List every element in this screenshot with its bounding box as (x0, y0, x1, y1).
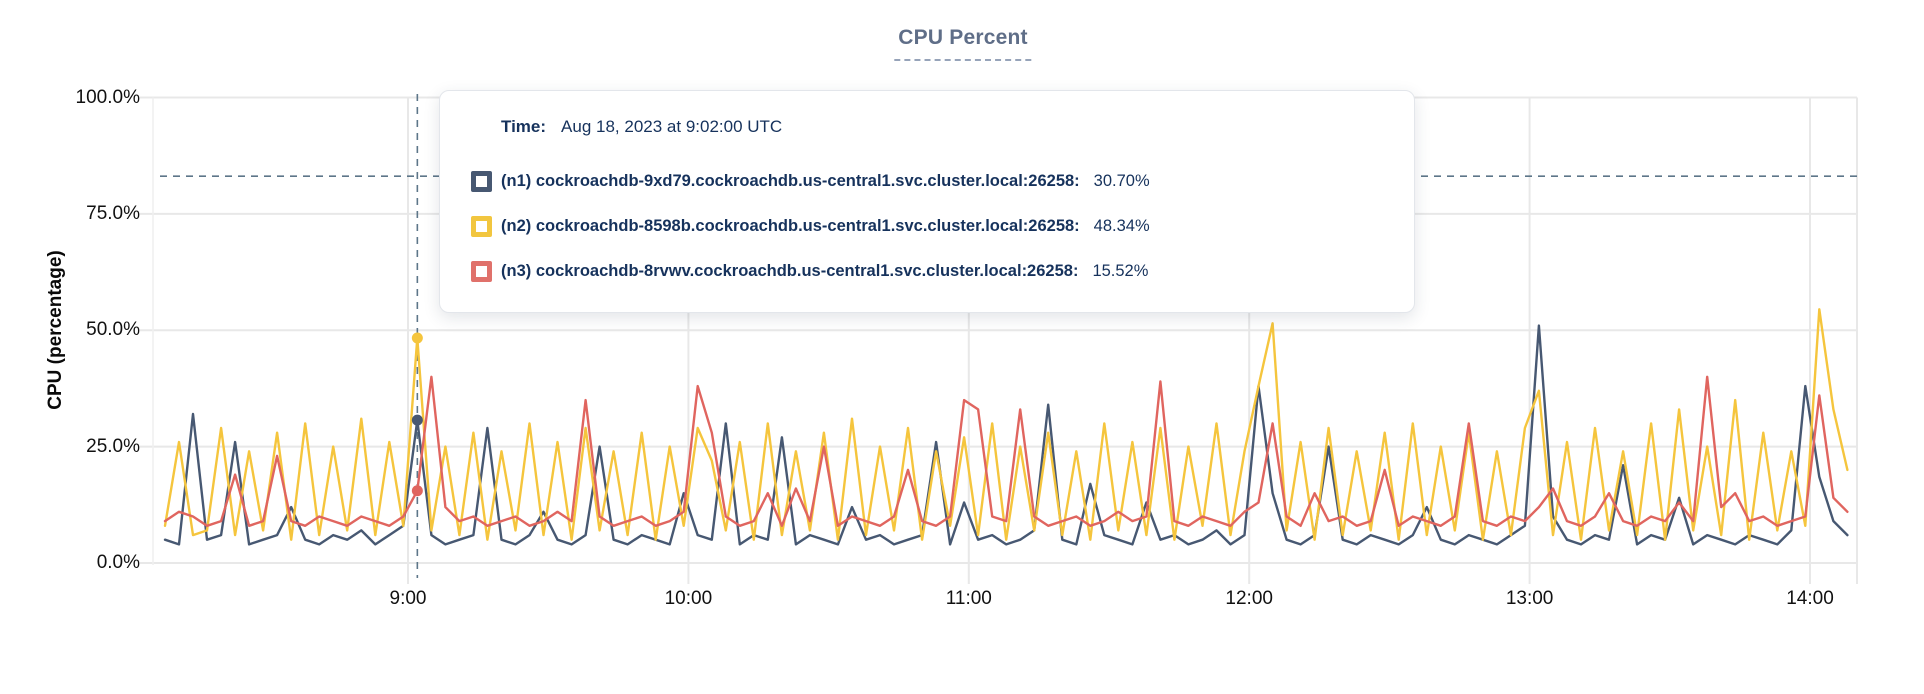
tooltip-series-label: (n1) cockroachdb-9xd79.cockroachdb.us-ce… (501, 172, 1080, 190)
tooltip-series-rows: (n1) cockroachdb-9xd79.cockroachdb.us-ce… (471, 171, 1378, 282)
highlight-dot-n1 (411, 414, 423, 426)
series-swatch-icon (471, 216, 492, 237)
x-tick-label: 9:00 (389, 588, 427, 609)
highlight-dot-n2 (411, 332, 423, 344)
tooltip-series-row: (n3) cockroachdb-8rvwv.cockroachdb.us-ce… (471, 261, 1378, 282)
x-tick-label: 12:00 (1225, 588, 1273, 609)
y-tick-label: 0.0% (96, 552, 140, 573)
y-tick-label: 50.0% (86, 319, 140, 341)
y-tick-label: 75.0% (86, 202, 140, 224)
chart-title: CPU Percent (894, 26, 1032, 61)
highlight-dot-n3 (411, 485, 423, 497)
tooltip-series-label: (n2) cockroachdb-8598b.cockroachdb.us-ce… (501, 217, 1080, 235)
x-tick-label: 10:00 (664, 588, 713, 609)
tooltip-series-value: 48.34% (1093, 217, 1150, 235)
tooltip-series-value: 30.70% (1093, 172, 1150, 190)
y-tick-label: 100.0% (75, 86, 140, 108)
y-tick-label: 25.0% (86, 435, 140, 457)
tooltip-series-label: (n3) cockroachdb-8rvwv.cockroachdb.us-ce… (501, 262, 1079, 280)
series-swatch-icon (471, 261, 492, 282)
x-tick-label: 14:00 (1786, 588, 1834, 609)
x-tick-label: 13:00 (1505, 588, 1554, 609)
x-tick-label: 11:00 (945, 588, 992, 609)
tooltip-series-row: (n1) cockroachdb-9xd79.cockroachdb.us-ce… (471, 171, 1378, 192)
tooltip-time-row: Time: Aug 18, 2023 at 9:02:00 UTC (501, 117, 1378, 137)
hover-tooltip: Time: Aug 18, 2023 at 9:02:00 UTC (n1) co… (439, 90, 1415, 313)
series-swatch-icon (471, 171, 492, 192)
series-line-n2 (163, 308, 1849, 541)
tooltip-time-value: Aug 18, 2023 at 9:02:00 UTC (561, 117, 783, 136)
series-line-n3 (163, 375, 1849, 527)
tooltip-time-label: Time: (501, 117, 547, 136)
tooltip-series-value: 15.52% (1092, 262, 1149, 280)
tooltip-series-row: (n2) cockroachdb-8598b.cockroachdb.us-ce… (471, 216, 1378, 237)
series-line-n1 (163, 324, 1849, 546)
